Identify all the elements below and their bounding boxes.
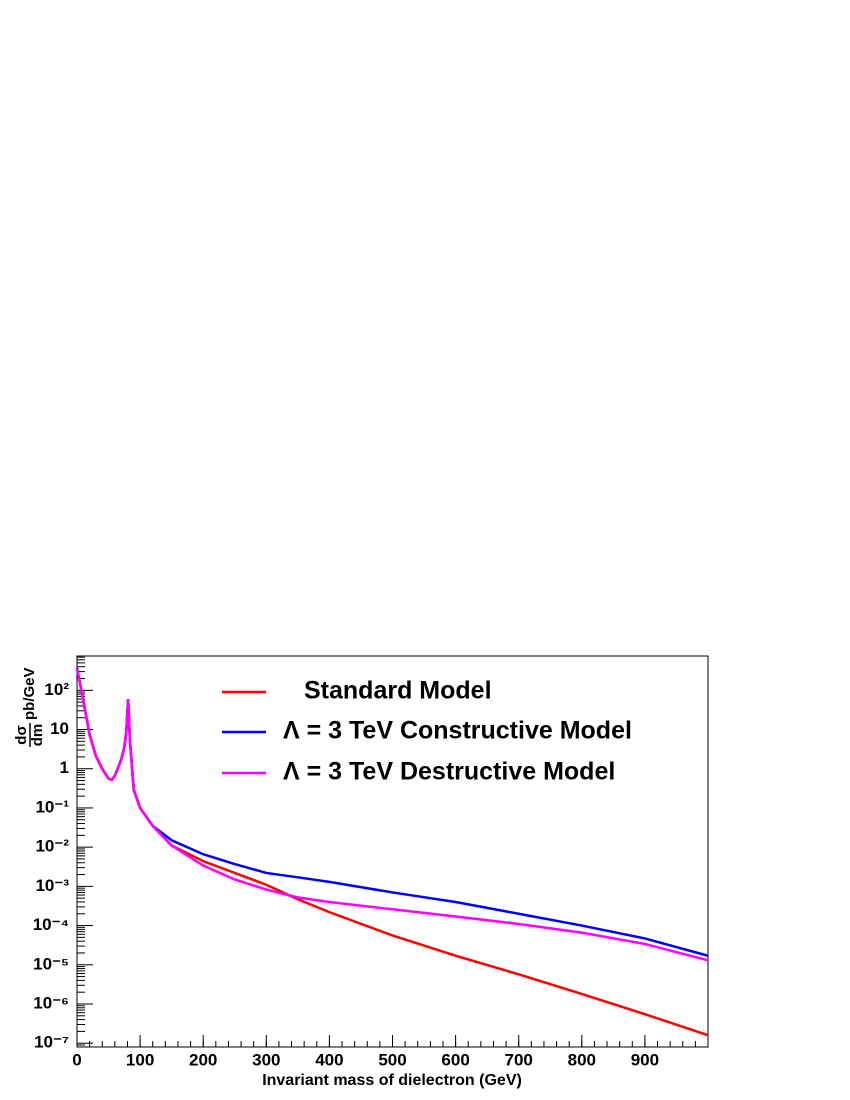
x-tick-label: 800 <box>568 1050 596 1069</box>
x-tick-label: 500 <box>378 1050 406 1069</box>
plot-frame <box>76 655 709 1048</box>
y-tick-label: 10⁻⁵ <box>33 954 69 973</box>
y-axis-label: dσ dm pb/GeV <box>13 667 46 747</box>
y-tick-label: 10 <box>50 719 69 738</box>
x-tick-label: 100 <box>126 1050 154 1069</box>
x-tick-label: 600 <box>441 1050 469 1069</box>
series-line <box>75 667 709 962</box>
y-tick-label: 10² <box>44 680 69 699</box>
y-tick-label: 1 <box>60 758 69 777</box>
y-tick-label: 10⁻¹ <box>35 797 69 816</box>
series-line <box>75 667 709 957</box>
y-label-denominator: dm <box>29 724 46 747</box>
x-tick-label: 400 <box>315 1050 343 1069</box>
y-label-numerator: dσ <box>13 725 30 744</box>
x-tick-label: 900 <box>631 1050 659 1069</box>
x-tick-label: 200 <box>189 1050 217 1069</box>
legend-label: Standard Model <box>304 677 492 705</box>
y-tick-label: 10⁻² <box>35 837 69 856</box>
y-tick-label: 10⁻⁷ <box>34 1033 69 1052</box>
x-tick-label: 700 <box>505 1050 533 1069</box>
y-tick-label: 10⁻⁶ <box>33 993 69 1012</box>
legend-label: Λ = 3 TeV Destructive Model <box>283 758 615 786</box>
y-label-unit: pb/GeV <box>21 667 38 720</box>
x-axis-label: Invariant mass of dielectron (GeV) <box>262 1072 522 1089</box>
y-tick-label: 10⁻³ <box>35 876 69 895</box>
x-tick-label: 300 <box>252 1050 280 1069</box>
x-tick-label: 0 <box>72 1050 81 1069</box>
legend-label: Λ = 3 TeV Constructive Model <box>283 717 632 745</box>
y-tick-label: 10⁻⁴ <box>33 915 69 934</box>
